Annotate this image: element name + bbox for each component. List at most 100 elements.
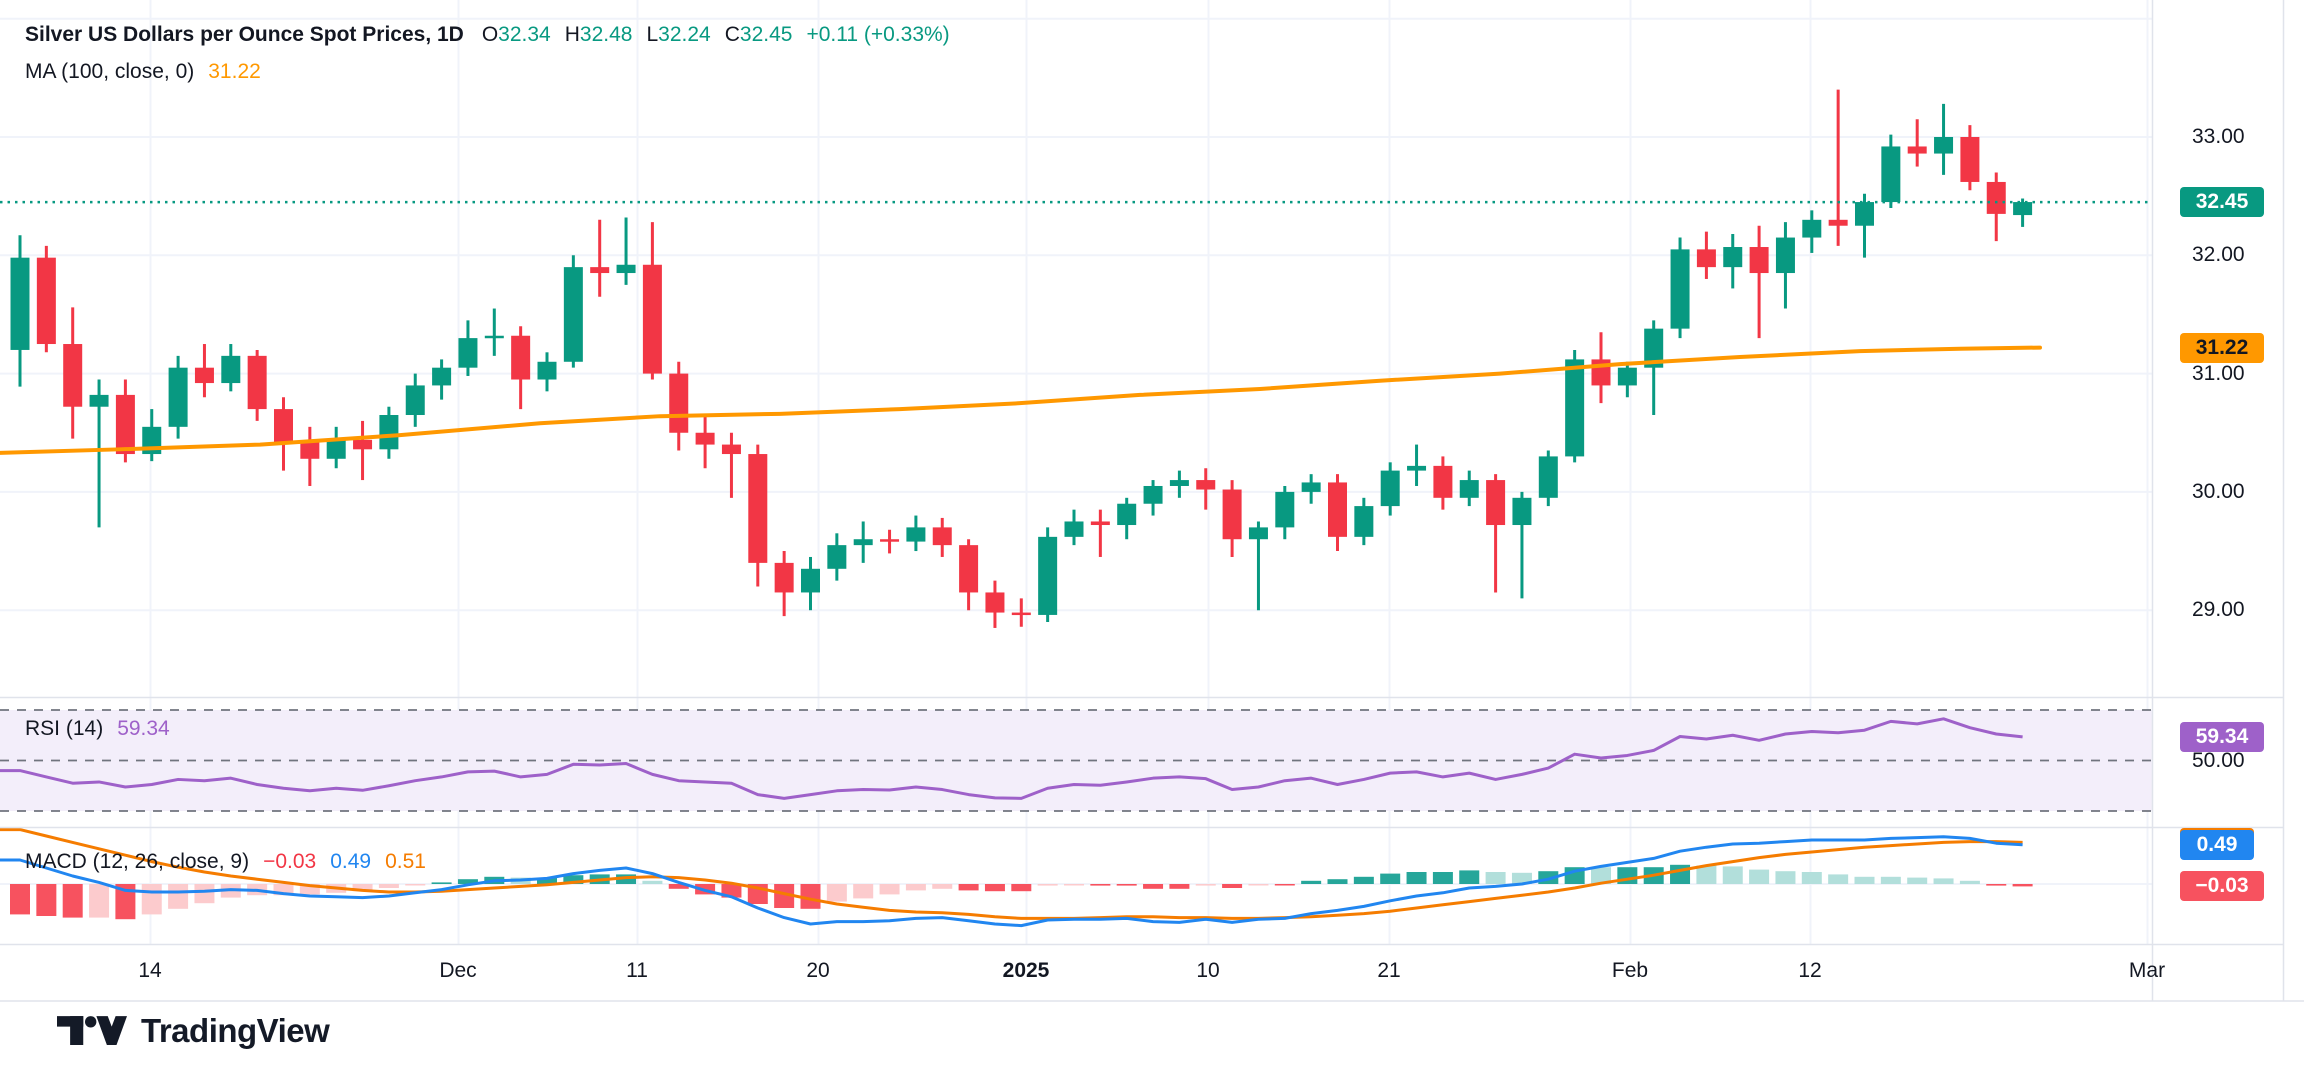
- rsi-value: 59.34: [117, 717, 170, 740]
- macd-hist-bar: [2012, 884, 2033, 887]
- candle-body: [748, 454, 768, 563]
- macd-line-value: 0.49: [330, 850, 372, 873]
- macd-label: MACD (12, 26, close, 9): [25, 850, 250, 873]
- time-axis[interactable]: 14 Dec 11 20 2025 10 21 Feb 12 Mar: [0, 945, 2304, 1001]
- candle-body: [194, 367, 214, 384]
- candle-body: [774, 562, 794, 593]
- macd-hist-bar: [1696, 865, 1717, 884]
- candle-body: [880, 539, 900, 542]
- candle-body: [1380, 470, 1400, 507]
- candle-body: [168, 367, 188, 427]
- macd-indicator-row[interactable]: MACD (12, 26, close, 9) −0.03 0.49 0.51: [25, 847, 426, 877]
- ohlc-open-value: 32.34: [498, 23, 551, 46]
- macd-value-badge: 0.49: [2180, 829, 2254, 860]
- macd-hist-bar: [62, 884, 83, 918]
- candle-body: [563, 267, 583, 362]
- candle-body: [115, 394, 135, 455]
- time-axis-label: 14: [138, 959, 162, 982]
- macd-hist-bar: [1380, 873, 1401, 884]
- price-axis[interactable]: 0.51 32.45 31.22 59.34 0.49 −0.03 50.00 …: [2152, 0, 2283, 945]
- macd-hist-bar: [932, 884, 953, 889]
- macd-hist-bar: [800, 884, 821, 909]
- macd-hist-bar: [168, 884, 189, 909]
- candle-body: [1275, 491, 1295, 528]
- macd-hist-bar: [642, 880, 663, 884]
- price-axis-label: 32.00: [2192, 243, 2245, 267]
- candle-body: [1565, 359, 1585, 457]
- candlesticks: [10, 89, 2033, 628]
- candle-body: [1855, 202, 1874, 226]
- ohlc-close-label: C: [724, 23, 740, 46]
- candle-body: [1644, 328, 1664, 368]
- macd-hist-bar: [1907, 877, 1928, 884]
- candle-body: [511, 335, 531, 380]
- macd-hist-bar: [1301, 880, 1322, 884]
- candle-body: [1117, 503, 1137, 526]
- candle-body: [1143, 485, 1163, 504]
- ohlc-high-label: H: [564, 23, 580, 46]
- macd-hist-bar: [1090, 884, 1111, 886]
- macd-hist-bar: [299, 884, 320, 895]
- candle-body: [36, 257, 56, 345]
- candle-body: [1696, 249, 1716, 268]
- candle-body: [616, 264, 636, 274]
- macd-hist-bar: [1459, 870, 1480, 884]
- candle-body: [326, 439, 346, 459]
- tradingview-logo-icon: [57, 1016, 127, 1045]
- ohlc-low-label: L: [646, 23, 659, 46]
- tradingview-logo[interactable]: TradingView: [57, 1012, 330, 1050]
- macd-hist-bar: [1064, 884, 1084, 886]
- macd-hist-bar: [1222, 884, 1243, 888]
- price-axis-label: 33.00: [2192, 125, 2245, 148]
- rsi-line: [0, 717, 2023, 800]
- candle-body: [63, 344, 83, 407]
- macd-hist-bar: [141, 884, 162, 915]
- ma100-line: [0, 345, 2042, 455]
- macd-hist-bar: [1749, 869, 1770, 884]
- candle-body: [827, 545, 847, 569]
- macd-hist-bar: [1327, 879, 1348, 884]
- candle-body: [221, 355, 241, 384]
- macd-hist-bar: [616, 874, 637, 884]
- macd-hist-bar: [431, 882, 452, 884]
- macd-hist-bar: [1986, 884, 2007, 886]
- ohlc-high-value: 32.48: [579, 23, 633, 46]
- candle-body: [853, 539, 873, 546]
- candle-body: [1802, 219, 1822, 238]
- macd-hist-bar: [194, 884, 215, 904]
- rsi-indicator-row[interactable]: RSI (14) 59.34: [25, 714, 170, 744]
- macd-hist-bar: [1722, 866, 1743, 884]
- candle-body: [379, 415, 399, 450]
- candle-body: [1433, 465, 1453, 498]
- macd-hist-bar: [668, 884, 689, 889]
- candle-body: [1064, 521, 1084, 537]
- candle-body: [1354, 506, 1374, 537]
- candle-body: [2013, 202, 2033, 216]
- candle-body: [1934, 137, 1954, 154]
- macd-hist-bar: [378, 884, 399, 888]
- candle-body: [985, 592, 1005, 613]
- macd-hist-bar: [1801, 872, 1822, 884]
- macd-hist-bar: [405, 884, 426, 886]
- ma-indicator-row[interactable]: MA (100, close, 0) 31.22: [25, 57, 261, 87]
- macd-hist-bar: [1933, 878, 1954, 884]
- macd-hist-bar: [1854, 876, 1875, 884]
- candle-body: [1617, 367, 1637, 386]
- candle-body: [1090, 521, 1110, 526]
- candle-body: [1881, 146, 1901, 203]
- candle-body: [1828, 219, 1848, 226]
- macd-hist-bar: [984, 884, 1005, 892]
- candle-body: [1459, 480, 1479, 498]
- macd-hist-bar: [1116, 884, 1137, 886]
- ma-value: 31.22: [208, 60, 261, 83]
- symbol-title-row[interactable]: Silver US Dollars per Ounce Spot Prices,…: [25, 20, 950, 50]
- last-price-badge: 32.45: [2180, 187, 2264, 218]
- candle-body: [1169, 480, 1189, 486]
- candle-body: [405, 385, 425, 416]
- macd-signal-value: 0.51: [385, 850, 426, 873]
- macd-hist-bar: [1195, 884, 1216, 886]
- time-axis-label: 20: [806, 959, 830, 982]
- candle-body: [1749, 247, 1769, 274]
- macd-hist-bar: [1037, 884, 1058, 886]
